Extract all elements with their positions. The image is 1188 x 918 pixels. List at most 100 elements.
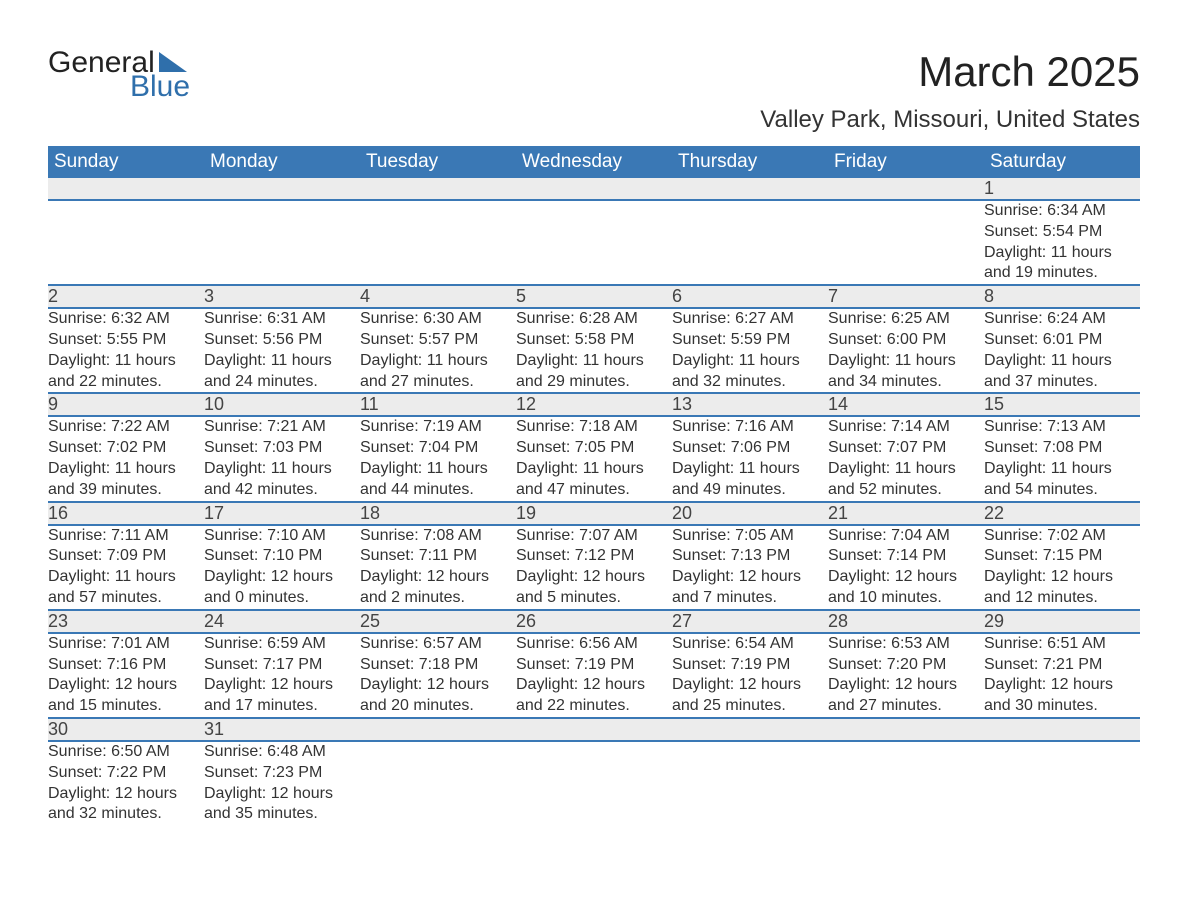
day-number-cell xyxy=(516,718,672,741)
cell-line: Sunset: 7:07 PM xyxy=(828,438,984,459)
day-data-cell xyxy=(360,741,516,825)
cell-line: Sunset: 7:16 PM xyxy=(48,655,204,676)
logo: General Blue xyxy=(48,48,190,102)
day-number-cell xyxy=(672,718,828,741)
day-data-cell: Sunrise: 7:08 AMSunset: 7:11 PMDaylight:… xyxy=(360,525,516,610)
calendar-table: SundayMondayTuesdayWednesdayThursdayFrid… xyxy=(48,146,1140,825)
cell-line: Daylight: 11 hours and 37 minutes. xyxy=(984,351,1140,393)
day-data-cell: Sunrise: 6:53 AMSunset: 7:20 PMDaylight:… xyxy=(828,633,984,718)
cell-line: Sunset: 7:05 PM xyxy=(516,438,672,459)
cell-line: Daylight: 11 hours and 42 minutes. xyxy=(204,459,360,501)
cell-line: Sunset: 7:13 PM xyxy=(672,546,828,567)
day-number-cell: 7 xyxy=(828,285,984,308)
day-number-cell: 26 xyxy=(516,610,672,633)
cell-line: Daylight: 11 hours and 39 minutes. xyxy=(48,459,204,501)
title-block: March 2025 Valley Park, Missouri, United… xyxy=(760,48,1140,134)
cell-line: Sunrise: 6:57 AM xyxy=(360,634,516,655)
day-data-cell xyxy=(828,741,984,825)
cell-line: Sunrise: 6:31 AM xyxy=(204,309,360,330)
day-data-cell: Sunrise: 6:50 AMSunset: 7:22 PMDaylight:… xyxy=(48,741,204,825)
cell-line: Daylight: 11 hours and 54 minutes. xyxy=(984,459,1140,501)
cell-line: Daylight: 11 hours and 34 minutes. xyxy=(828,351,984,393)
day-data-cell: Sunrise: 7:19 AMSunset: 7:04 PMDaylight:… xyxy=(360,416,516,501)
day-number-cell xyxy=(48,178,204,200)
cell-line: Sunrise: 7:05 AM xyxy=(672,526,828,547)
day-number-cell xyxy=(204,178,360,200)
data-row: Sunrise: 7:01 AMSunset: 7:16 PMDaylight:… xyxy=(48,633,1140,718)
day-data-cell: Sunrise: 7:02 AMSunset: 7:15 PMDaylight:… xyxy=(984,525,1140,610)
day-data-cell xyxy=(828,200,984,285)
cell-line: Sunrise: 7:11 AM xyxy=(48,526,204,547)
cell-line: Sunrise: 6:50 AM xyxy=(48,742,204,763)
day-number-cell xyxy=(360,178,516,200)
day-data-cell: Sunrise: 6:31 AMSunset: 5:56 PMDaylight:… xyxy=(204,308,360,393)
day-data-cell xyxy=(516,741,672,825)
day-data-cell xyxy=(984,741,1140,825)
day-data-cell: Sunrise: 6:48 AMSunset: 7:23 PMDaylight:… xyxy=(204,741,360,825)
cell-line: Sunset: 7:12 PM xyxy=(516,546,672,567)
day-data-cell: Sunrise: 7:05 AMSunset: 7:13 PMDaylight:… xyxy=(672,525,828,610)
cell-line: Sunset: 5:54 PM xyxy=(984,222,1140,243)
cell-line: Sunset: 7:09 PM xyxy=(48,546,204,567)
cell-line: Sunset: 7:10 PM xyxy=(204,546,360,567)
cell-line: Sunset: 7:20 PM xyxy=(828,655,984,676)
day-data-cell: Sunrise: 7:14 AMSunset: 7:07 PMDaylight:… xyxy=(828,416,984,501)
cell-line: Sunrise: 7:01 AM xyxy=(48,634,204,655)
cell-line: Daylight: 12 hours and 12 minutes. xyxy=(984,567,1140,609)
day-data-cell: Sunrise: 6:34 AMSunset: 5:54 PMDaylight:… xyxy=(984,200,1140,285)
cell-line: Daylight: 11 hours and 27 minutes. xyxy=(360,351,516,393)
day-data-cell xyxy=(516,200,672,285)
day-header: Friday xyxy=(828,146,984,178)
day-number-cell xyxy=(516,178,672,200)
cell-line: Sunrise: 7:22 AM xyxy=(48,417,204,438)
data-row: Sunrise: 6:34 AMSunset: 5:54 PMDaylight:… xyxy=(48,200,1140,285)
daynum-row: 9101112131415 xyxy=(48,393,1140,416)
cell-line: Sunrise: 7:18 AM xyxy=(516,417,672,438)
cell-line: Daylight: 12 hours and 27 minutes. xyxy=(828,675,984,717)
day-data-cell: Sunrise: 7:16 AMSunset: 7:06 PMDaylight:… xyxy=(672,416,828,501)
cell-line: Daylight: 12 hours and 5 minutes. xyxy=(516,567,672,609)
day-data-cell: Sunrise: 7:18 AMSunset: 7:05 PMDaylight:… xyxy=(516,416,672,501)
day-number-cell: 5 xyxy=(516,285,672,308)
day-number-cell: 18 xyxy=(360,502,516,525)
day-data-cell: Sunrise: 7:21 AMSunset: 7:03 PMDaylight:… xyxy=(204,416,360,501)
cell-line: Daylight: 12 hours and 2 minutes. xyxy=(360,567,516,609)
cell-line: Sunset: 7:11 PM xyxy=(360,546,516,567)
day-number-cell: 24 xyxy=(204,610,360,633)
cell-line: Daylight: 11 hours and 24 minutes. xyxy=(204,351,360,393)
cell-line: Sunset: 6:00 PM xyxy=(828,330,984,351)
cell-line: Daylight: 12 hours and 22 minutes. xyxy=(516,675,672,717)
cell-line: Daylight: 11 hours and 57 minutes. xyxy=(48,567,204,609)
cell-line: Sunset: 7:15 PM xyxy=(984,546,1140,567)
cell-line: Sunrise: 7:19 AM xyxy=(360,417,516,438)
day-data-cell: Sunrise: 6:59 AMSunset: 7:17 PMDaylight:… xyxy=(204,633,360,718)
cell-line: Sunrise: 7:13 AM xyxy=(984,417,1140,438)
cell-line: Daylight: 11 hours and 29 minutes. xyxy=(516,351,672,393)
cell-line: Daylight: 12 hours and 17 minutes. xyxy=(204,675,360,717)
daynum-row: 1 xyxy=(48,178,1140,200)
cell-line: Sunrise: 6:24 AM xyxy=(984,309,1140,330)
cell-line: Sunset: 7:21 PM xyxy=(984,655,1140,676)
day-number-cell: 16 xyxy=(48,502,204,525)
cell-line: Sunrise: 6:48 AM xyxy=(204,742,360,763)
day-data-cell: Sunrise: 6:51 AMSunset: 7:21 PMDaylight:… xyxy=(984,633,1140,718)
cell-line: Sunrise: 7:08 AM xyxy=(360,526,516,547)
day-number-cell xyxy=(360,718,516,741)
cell-line: Sunrise: 6:34 AM xyxy=(984,201,1140,222)
calendar-body: 1 Sunrise: 6:34 AMSunset: 5:54 PMDayligh… xyxy=(48,178,1140,825)
day-data-cell: Sunrise: 7:01 AMSunset: 7:16 PMDaylight:… xyxy=(48,633,204,718)
day-number-cell: 31 xyxy=(204,718,360,741)
day-header: Saturday xyxy=(984,146,1140,178)
cell-line: Sunset: 7:06 PM xyxy=(672,438,828,459)
cell-line: Sunrise: 6:32 AM xyxy=(48,309,204,330)
cell-line: Daylight: 12 hours and 30 minutes. xyxy=(984,675,1140,717)
cell-line: Sunset: 7:03 PM xyxy=(204,438,360,459)
cell-line: Daylight: 11 hours and 52 minutes. xyxy=(828,459,984,501)
cell-line: Daylight: 12 hours and 32 minutes. xyxy=(48,784,204,826)
day-data-cell xyxy=(672,200,828,285)
day-data-cell: Sunrise: 6:57 AMSunset: 7:18 PMDaylight:… xyxy=(360,633,516,718)
cell-line: Daylight: 11 hours and 32 minutes. xyxy=(672,351,828,393)
day-number-cell: 11 xyxy=(360,393,516,416)
cell-line: Daylight: 11 hours and 22 minutes. xyxy=(48,351,204,393)
day-number-cell: 14 xyxy=(828,393,984,416)
